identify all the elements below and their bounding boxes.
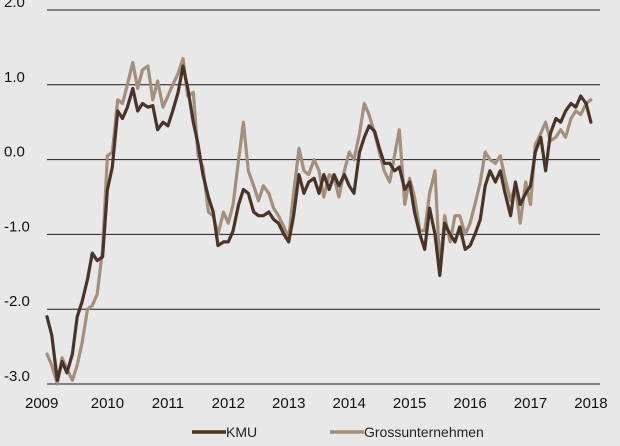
x-tick-label: 2015 <box>393 395 426 412</box>
x-tick-label: 2009 <box>25 395 58 412</box>
y-tick-label: 1.0 <box>4 69 25 86</box>
x-tick-label: 2012 <box>212 395 245 412</box>
y-tick-label: -3.0 <box>4 368 30 385</box>
x-tick-label: 2014 <box>332 395 365 412</box>
y-axis: -3.0 -2.0 -1.0 0.0 1.0 2.0 <box>4 0 30 385</box>
series-line-kmu <box>45 64 593 382</box>
y-tick-label: -2.0 <box>4 293 30 310</box>
x-tick-label: 2010 <box>91 395 124 412</box>
legend-item-kmu: KMU <box>226 424 257 440</box>
legend: KMU Grossunternehmen <box>192 424 484 440</box>
series-line-grossunternehmen <box>45 57 593 386</box>
legend-item-grossunternehmen: Grossunternehmen <box>364 424 484 440</box>
x-tick-label: 2011 <box>152 395 184 412</box>
x-axis: 2009 2010 2011 2012 2013 2014 2015 2016 2017 2018 <box>25 395 608 412</box>
series-lines <box>45 57 593 386</box>
y-tick-label: 0.0 <box>4 144 25 161</box>
y-tick-label: -1.0 <box>4 218 30 235</box>
x-tick-label: 2016 <box>453 395 486 412</box>
x-tick-label: 2013 <box>272 395 305 412</box>
x-tick-label: 2017 <box>514 395 547 412</box>
y-tick-label: 2.0 <box>4 0 25 11</box>
x-tick-label: 2018 <box>574 395 607 412</box>
